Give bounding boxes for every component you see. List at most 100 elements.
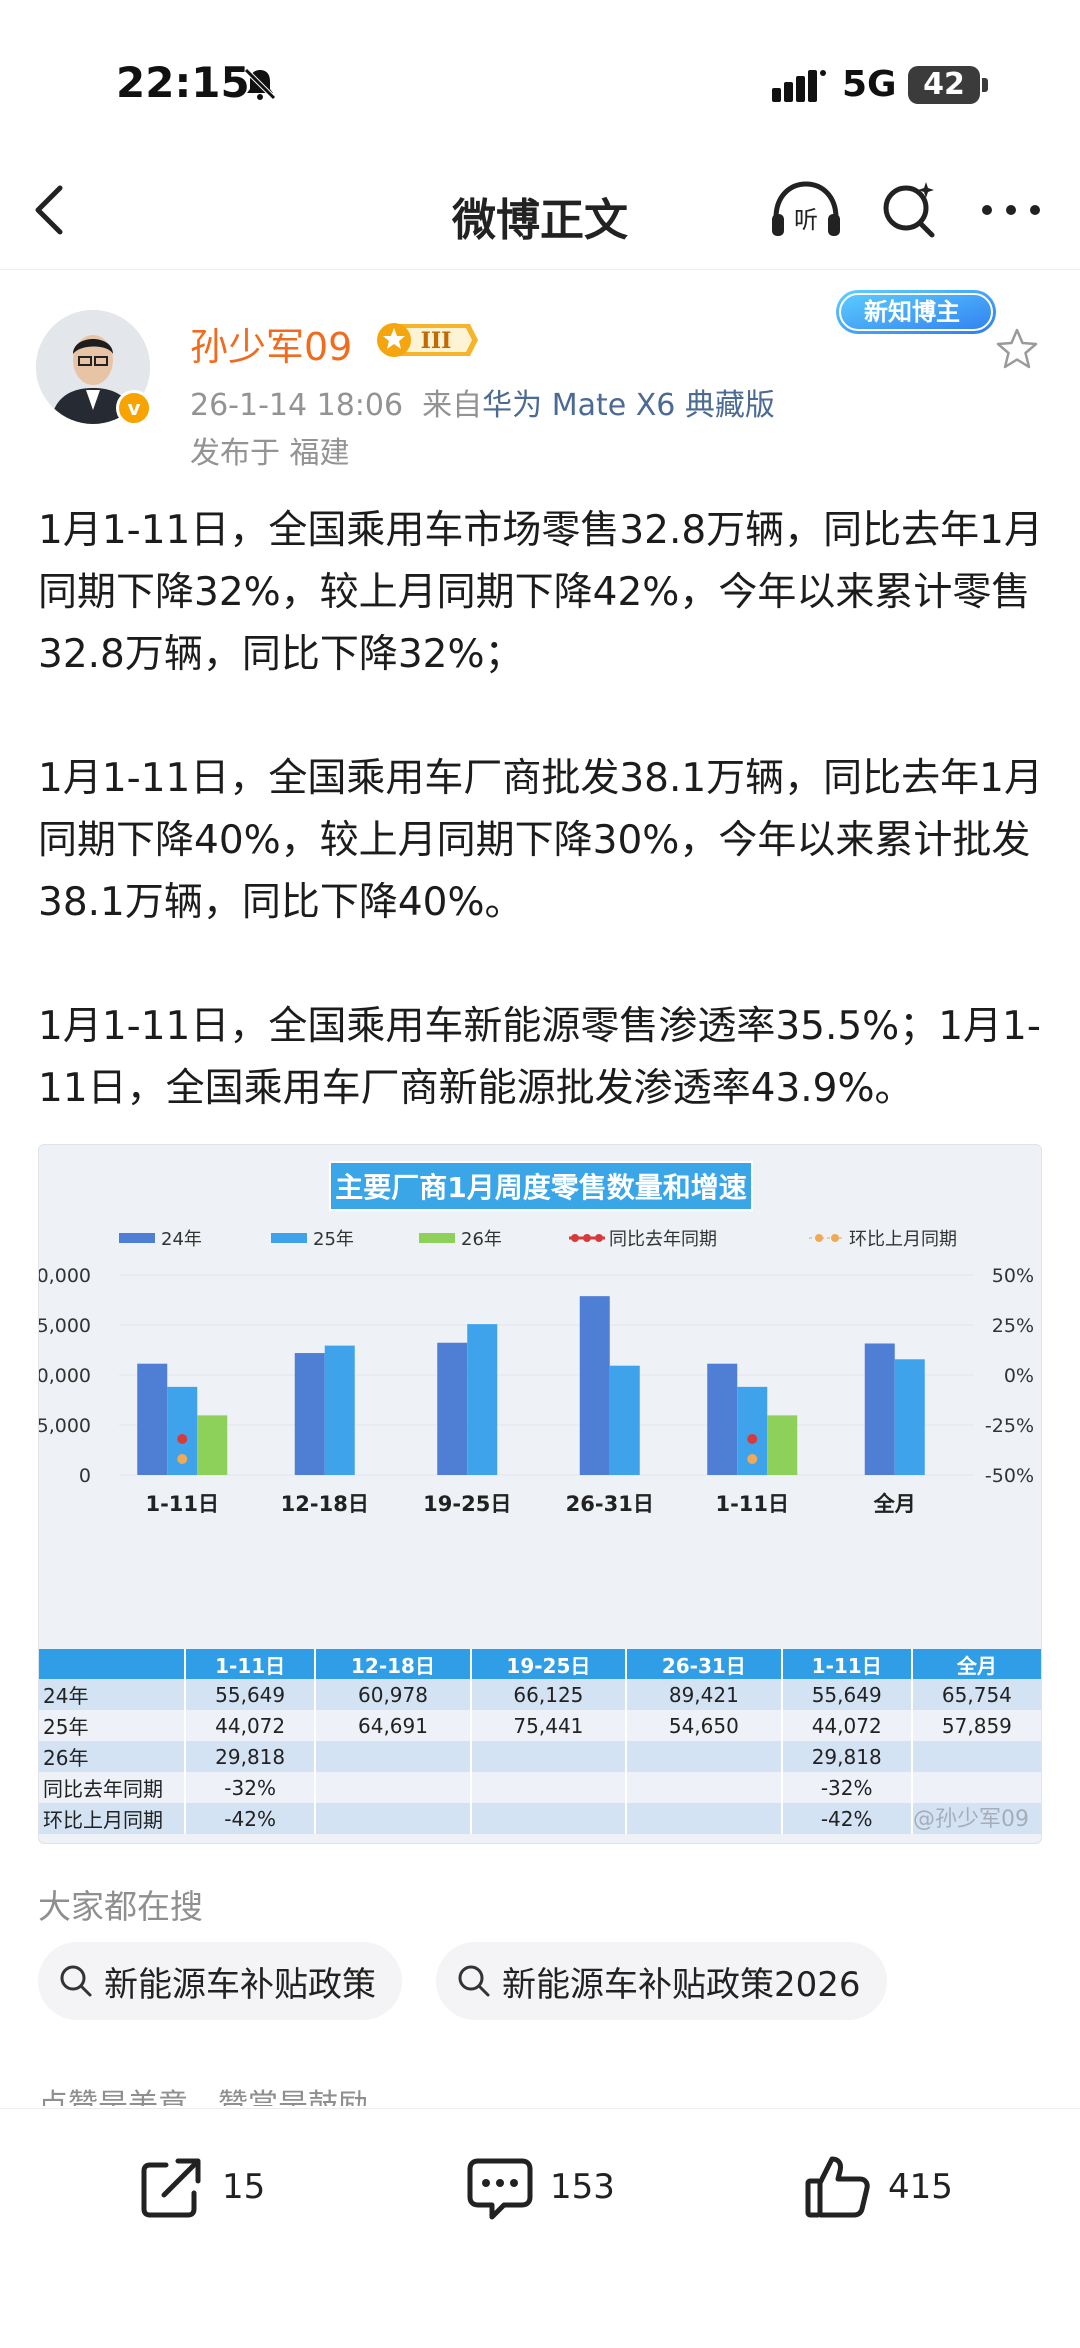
table-cell: 75,441 <box>470 1710 628 1741</box>
legend-swatch <box>419 1233 455 1243</box>
comment-icon <box>467 2158 533 2220</box>
line-point <box>177 1434 188 1444</box>
listen-icon[interactable]: 听 <box>768 178 844 242</box>
nav-bar: 微博正文 听 <box>0 150 1080 270</box>
legend-item: 环比上月同期 <box>809 1225 957 1251</box>
y-tick-label: 50,000 <box>39 1365 91 1387</box>
table-header-cell <box>39 1649 186 1679</box>
search-suggestion-chip[interactable]: 新能源车补贴政策 <box>38 1942 402 2020</box>
bar <box>324 1345 355 1475</box>
source-prefix: 来自 <box>422 388 483 423</box>
more-icon[interactable] <box>978 190 1044 230</box>
legend-label: 环比上月同期 <box>849 1229 957 1250</box>
bar <box>707 1363 738 1475</box>
comment-button[interactable]: 153 <box>464 2151 615 2223</box>
table-cell <box>315 1772 472 1803</box>
search-suggestions-heading: 大家都在搜 <box>38 1887 203 1926</box>
bottom-action-bar: 15 153 415 <box>0 2108 1080 2348</box>
y2-tick-label: 50% <box>992 1265 1034 1287</box>
post-paragraph: 1月1-11日，全国乘用车厂商批发38.1万辆，同比去年1月同期下降40%，较上… <box>38 756 1043 925</box>
table-cell: 44,072 <box>781 1710 913 1741</box>
table-row: 环比上月同期 -42% -42% <box>39 1803 1041 1834</box>
bar <box>609 1365 640 1475</box>
table-cell: 65,754 <box>911 1679 1041 1710</box>
author-name[interactable]: 孙少军09 <box>190 325 353 369</box>
chart-legend: 24年 25年 26年 同比去年同期 环比上月同期 <box>39 1221 1041 1251</box>
bar <box>137 1363 168 1475</box>
table-cell: 26年 <box>39 1741 186 1772</box>
source-device[interactable]: 华为 Mate X6 典藏版 <box>482 388 775 423</box>
table-header-cell: 12-18日 <box>315 1649 472 1679</box>
x-tick-label: 12-18日 <box>281 1492 369 1516</box>
table-header-cell: 全月 <box>911 1649 1041 1679</box>
like-button[interactable]: 415 <box>802 2151 953 2223</box>
y2-tick-label: -25% <box>985 1415 1034 1437</box>
x-tick-label: 26-31日 <box>566 1492 654 1516</box>
vip-level-badge[interactable]: III <box>374 320 478 360</box>
bar <box>437 1342 468 1475</box>
table-cell <box>315 1803 472 1834</box>
bar <box>894 1359 925 1475</box>
vip-level-text: III <box>421 328 452 354</box>
signal-icon <box>772 70 826 102</box>
table-cell <box>911 1803 1041 1834</box>
page-title: 微博正文 <box>452 195 628 246</box>
table-cell: 24年 <box>39 1679 186 1710</box>
bar <box>579 1296 610 1475</box>
table-cell: 55,649 <box>185 1679 317 1710</box>
comment-count: 153 <box>550 2167 615 2207</box>
search-icon[interactable] <box>878 178 942 242</box>
legend-swatch <box>119 1233 155 1243</box>
x-tick-label: 全月 <box>873 1492 916 1516</box>
table-header-row: 1-11日 12-18日 19-25日 26-31日 1-11日 全月 <box>39 1649 1041 1679</box>
repost-button[interactable]: 15 <box>136 2151 265 2223</box>
bar <box>467 1324 498 1475</box>
bell-muted-icon <box>244 68 276 100</box>
table-cell: 29,818 <box>185 1741 317 1772</box>
favorite-star-icon[interactable] <box>994 326 1040 372</box>
legend-label: 24年 <box>161 1229 202 1250</box>
new-blogger-badge[interactable]: 新知博主 <box>832 282 1004 342</box>
legend-swatch <box>271 1233 307 1243</box>
table-cell: 55,649 <box>781 1679 913 1710</box>
chart-data-table: 1-11日 12-18日 19-25日 26-31日 1-11日 全月 24年 … <box>39 1649 1041 1834</box>
chart-watermark: @孙少军09 <box>913 1807 1029 1832</box>
table-header-cell: 26-31日 <box>626 1649 783 1679</box>
y2-tick-label: 0% <box>1004 1365 1034 1387</box>
legend-label: 26年 <box>461 1229 502 1250</box>
table-row: 26年 29,818 29,818 <box>39 1741 1041 1772</box>
y-tick-label: 75,000 <box>39 1315 91 1337</box>
thumbs-up-icon <box>805 2156 870 2218</box>
bar <box>864 1343 895 1475</box>
x-tick-label: 19-25日 <box>423 1492 511 1516</box>
new-blogger-text: 新知博主 <box>864 298 960 326</box>
repost-count: 15 <box>222 2167 266 2207</box>
table-header-cell: 1-11日 <box>185 1649 317 1679</box>
search-suggestion-label: 新能源车补贴政策2026 <box>502 1964 861 2005</box>
y-tick-label: 100,000 <box>39 1265 91 1287</box>
table-cell: 44,072 <box>185 1710 317 1741</box>
post-location: 发布于 福建 <box>190 436 350 471</box>
post-date: 26-1-14 18:06 <box>190 388 404 423</box>
table-header-cell: 19-25日 <box>470 1649 628 1679</box>
legend-label: 25年 <box>313 1229 354 1250</box>
back-icon[interactable] <box>28 184 72 236</box>
bar <box>294 1353 325 1475</box>
x-tick-label: 1-11日 <box>715 1492 789 1516</box>
search-suggestion-chip[interactable]: 新能源车补贴政策2026 <box>436 1942 887 2020</box>
line-point <box>177 1454 188 1464</box>
legend-item: 26年 <box>419 1225 502 1251</box>
table-cell: 60,978 <box>315 1679 472 1710</box>
line-point <box>747 1434 758 1444</box>
table-cell: 29,818 <box>781 1741 913 1772</box>
table-cell <box>315 1741 472 1772</box>
table-cell <box>626 1772 783 1803</box>
chart-image[interactable]: 主要厂商1月周度零售数量和增速 24年 25年 26年 同比去年同期 环比上月同… <box>38 1144 1042 1844</box>
battery-indicator: 42 <box>908 66 980 104</box>
search-suggestion-label: 新能源车补贴政策 <box>104 1964 376 2005</box>
table-row: 25年 44,072 64,691 75,441 54,650 44,072 5… <box>39 1710 1041 1741</box>
legend-item: 25年 <box>271 1225 354 1251</box>
search-icon <box>458 1965 490 1997</box>
search-icon <box>60 1965 92 1997</box>
bar <box>197 1415 228 1475</box>
